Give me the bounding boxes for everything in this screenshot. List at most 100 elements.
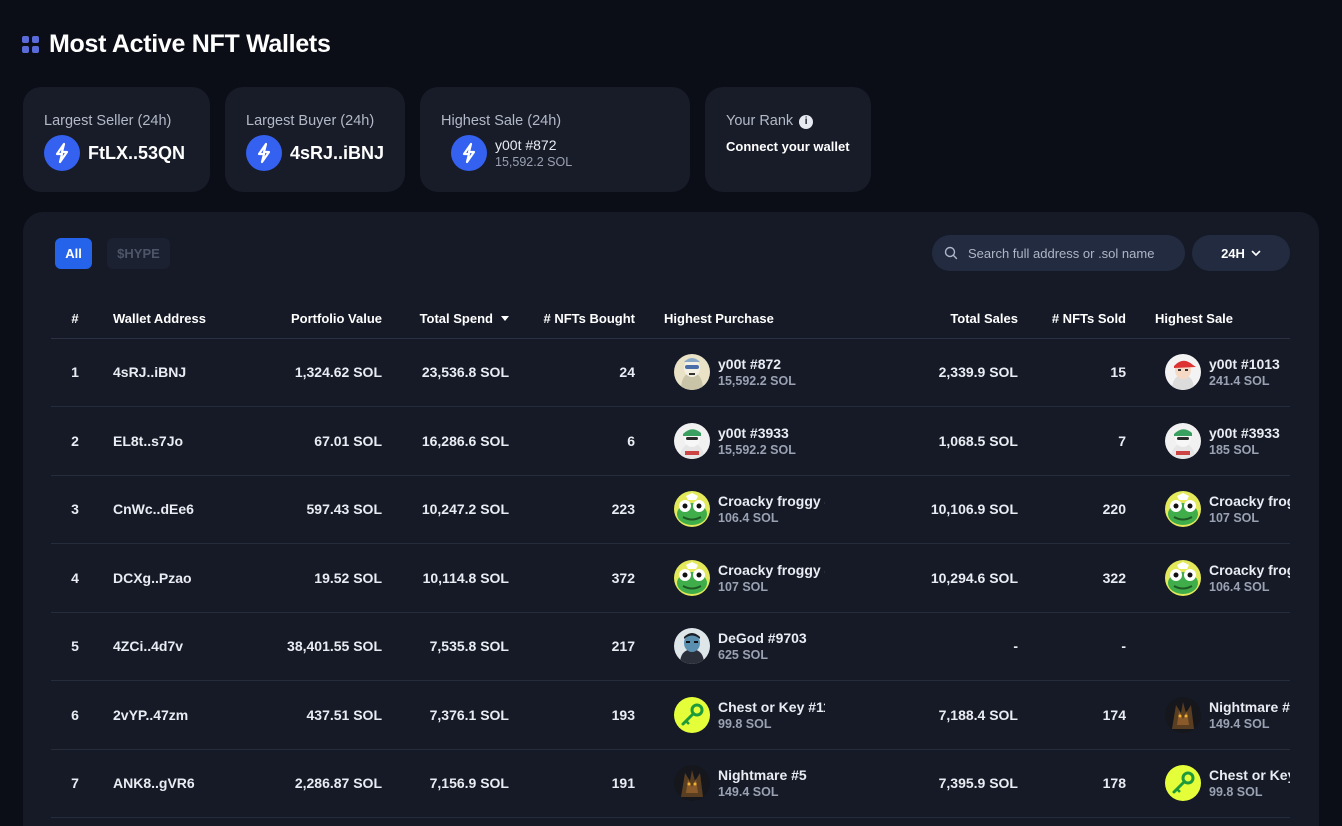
page-header: Most Active NFT Wallets <box>22 30 331 59</box>
wallet-address-cell[interactable]: 4sRJ..iBNJ <box>107 338 257 407</box>
highest-sale-nft-name[interactable]: y00t #872 <box>495 137 557 153</box>
largest-buyer-label: Largest Buyer (24h) <box>246 113 375 129</box>
highest-sale-card[interactable]: Highest Sale (24h) y00t #872 15,592.2 SO… <box>420 87 690 192</box>
y00t-icon <box>674 354 710 391</box>
highest-sale-name[interactable]: y00t #3933 <box>1209 424 1280 441</box>
chevron-down-icon <box>1251 250 1261 256</box>
highest-sale-nft[interactable]: Chest or Key #11799.8 SOL <box>1155 765 1290 802</box>
highest-purchase-name[interactable]: Chest or Key #117 <box>718 698 825 715</box>
highest-purchase-name[interactable]: y00t #3933 <box>718 424 789 441</box>
highest-purchase-cell: Nightmare #5 149.4 SOL <box>635 749 825 818</box>
rank-cell: 4 <box>51 543 107 613</box>
wallets-table-scroll[interactable]: # Wallet Address Portfolio Value Total S… <box>51 300 1290 826</box>
wallet-address-cell[interactable]: ANK8..gVR6 <box>107 749 257 818</box>
col-wallet: Wallet Address <box>107 300 257 339</box>
grid-icon <box>22 36 39 53</box>
table-header-row: # Wallet Address Portfolio Value Total S… <box>51 300 1290 339</box>
table-row[interactable]: 3 CnWc..dEe6 597.43 SOL 10,247.2 SOL 223 Croa… <box>51 475 1290 544</box>
table-row[interactable]: 7 ANK8..gVR6 2,286.87 SOL 7,156.9 SOL 191 Nig… <box>51 749 1290 818</box>
table-row[interactable]: 5 4ZCi..4d7v 38,401.55 SOL 7,535.8 SOL 217 De… <box>51 612 1290 681</box>
table-row[interactable]: 4 DCXg..Pzao 19.52 SOL 10,114.8 SOL 372 Croac… <box>51 543 1290 613</box>
filter-hype-button[interactable]: $HYPE <box>107 238 170 269</box>
col-rank: # <box>51 300 107 339</box>
highest-sale-name[interactable]: Croacky froggy #11 <box>1209 561 1290 578</box>
highest-purchase-nft[interactable]: Croacky froggy #11107 SOL <box>664 559 825 596</box>
highest-sale-price: 185 SOL <box>1209 442 1260 457</box>
highest-sale-name[interactable]: Nightmare #5 <box>1209 698 1290 715</box>
wallet-address-cell[interactable]: 2vYP..47zm <box>107 680 257 750</box>
search-input[interactable] <box>968 245 1178 261</box>
col-spend[interactable]: Total Spend <box>382 300 509 339</box>
marketplace-logo-icon <box>246 135 282 171</box>
wallet-address-cell[interactable]: DCXg..Pzao <box>107 543 257 613</box>
highest-sale-nft[interactable]: Nightmare #5 149.4 SOL <box>1155 696 1290 733</box>
filter-all-button[interactable]: All <box>55 238 92 269</box>
wallet-address-cell[interactable]: 4ZCi..4d7v <box>107 612 257 681</box>
period-label: 24H <box>1221 245 1245 261</box>
highest-purchase-price: 625 SOL <box>718 648 769 663</box>
wallets-table: # Wallet Address Portfolio Value Total S… <box>51 300 1290 818</box>
highest-purchase-name[interactable]: Nightmare #5 <box>718 767 807 784</box>
sort-desc-icon <box>501 316 509 322</box>
table-row[interactable]: 1 4sRJ..iBNJ 1,324.62 SOL 23,536.8 SOL 24 y00… <box>51 338 1290 407</box>
highest-sale-nft[interactable]: y00t #1013 241.4 SOL <box>1155 354 1290 391</box>
your-rank-card[interactable]: Your Rank i Connect your wallet <box>705 87 871 192</box>
y00t-green-cap-icon <box>1165 422 1201 459</box>
wallets-panel: All $HYPE 24H # Wallet Address Portfolio… <box>23 212 1319 826</box>
nfts-bought-cell: 193 <box>509 680 635 750</box>
highest-purchase-nft[interactable]: DeGod #9703 625 SOL <box>664 628 825 665</box>
summary-cards: Largest Seller (24h) FtLX..53QN Largest … <box>23 87 871 192</box>
highest-sale-name[interactable]: Croacky froggy #11 <box>1209 493 1290 510</box>
col-sold[interactable]: # NFTs Sold <box>1018 300 1126 339</box>
highest-sale-name[interactable]: Chest or Key #117 <box>1209 767 1290 784</box>
wallet-address-cell[interactable]: CnWc..dEe6 <box>107 475 257 544</box>
highest-purchase-nft[interactable]: y00t #872 15,592.2 SOL <box>664 354 825 391</box>
largest-seller-value[interactable]: FtLX..53QN <box>88 142 186 163</box>
highest-sale-cell: Croacky froggy #11106.4 SOL <box>1126 543 1290 613</box>
total-sales-cell: - <box>825 612 1018 681</box>
largest-seller-card[interactable]: Largest Seller (24h) FtLX..53QN <box>23 87 210 192</box>
highest-purchase-name[interactable]: DeGod #9703 <box>718 630 807 647</box>
info-icon[interactable]: i <box>799 114 814 129</box>
connect-wallet-link[interactable]: Connect your wallet <box>726 139 850 154</box>
table-row[interactable]: 2 EL8t..s7Jo 67.01 SOL 16,286.6 SOL 6 y00t #3… <box>51 406 1290 476</box>
highest-purchase-name[interactable]: y00t #872 <box>718 356 782 373</box>
portfolio-value-cell: 597.43 SOL <box>257 475 382 544</box>
col-sales[interactable]: Total Sales <box>825 300 1018 339</box>
search-box[interactable] <box>932 235 1185 271</box>
period-dropdown[interactable]: 24H <box>1192 235 1290 271</box>
portfolio-value-cell: 437.51 SOL <box>257 680 382 750</box>
highest-sale-nft[interactable]: Croacky froggy #11106.4 SOL <box>1155 559 1290 596</box>
highest-purchase-nft[interactable]: Chest or Key #11799.8 SOL <box>664 696 825 733</box>
highest-sale-cell: Croacky froggy #11107 SOL <box>1126 475 1290 544</box>
highest-purchase-nft[interactable]: Nightmare #5 149.4 SOL <box>664 765 825 802</box>
highest-purchase-price: 149.4 SOL <box>718 785 779 800</box>
highest-purchase-nft[interactable]: Croacky froggy #11106.4 SOL <box>664 491 825 528</box>
highest-sale-nft[interactable]: Croacky froggy #11107 SOL <box>1155 491 1290 528</box>
nfts-sold-cell: 220 <box>1018 475 1126 544</box>
highest-purchase-price: 106.4 SOL <box>718 511 779 526</box>
col-portfolio[interactable]: Portfolio Value <box>257 300 382 339</box>
total-sales-cell: 1,068.5 SOL <box>825 406 1018 476</box>
highest-purchase-nft[interactable]: y00t #3933 15,592.2 SOL <box>664 422 825 459</box>
largest-buyer-value[interactable]: 4sRJ..iBNJ <box>290 142 385 163</box>
highest-sale-cell <box>1126 612 1290 681</box>
highest-sale-nft[interactable]: y00t #3933 185 SOL <box>1155 422 1290 459</box>
table-row[interactable]: 6 2vYP..47zm 437.51 SOL 7,376.1 SOL 193 Chest… <box>51 680 1290 750</box>
total-sales-cell: 7,188.4 SOL <box>825 680 1018 750</box>
col-bought[interactable]: # NFTs Bought <box>509 300 635 339</box>
nfts-sold-cell: 7 <box>1018 406 1126 476</box>
search-icon <box>944 246 958 260</box>
wallet-address-cell[interactable]: EL8t..s7Jo <box>107 406 257 476</box>
key-icon <box>674 696 710 733</box>
marketplace-logo-icon <box>44 135 80 171</box>
highest-purchase-cell: Croacky froggy #11107 SOL <box>635 543 825 613</box>
largest-buyer-card[interactable]: Largest Buyer (24h) 4sRJ..iBNJ <box>225 87 405 192</box>
your-rank-label-text: Your Rank <box>726 113 794 129</box>
highest-sale-name[interactable]: y00t #1013 <box>1209 356 1280 373</box>
nfts-sold-cell: - <box>1018 612 1126 681</box>
largest-seller-label: Largest Seller (24h) <box>44 113 172 129</box>
highest-purchase-name[interactable]: Croacky froggy #11 <box>718 561 825 578</box>
highest-purchase-cell: Croacky froggy #11106.4 SOL <box>635 475 825 544</box>
highest-purchase-name[interactable]: Croacky froggy #11 <box>718 493 825 510</box>
